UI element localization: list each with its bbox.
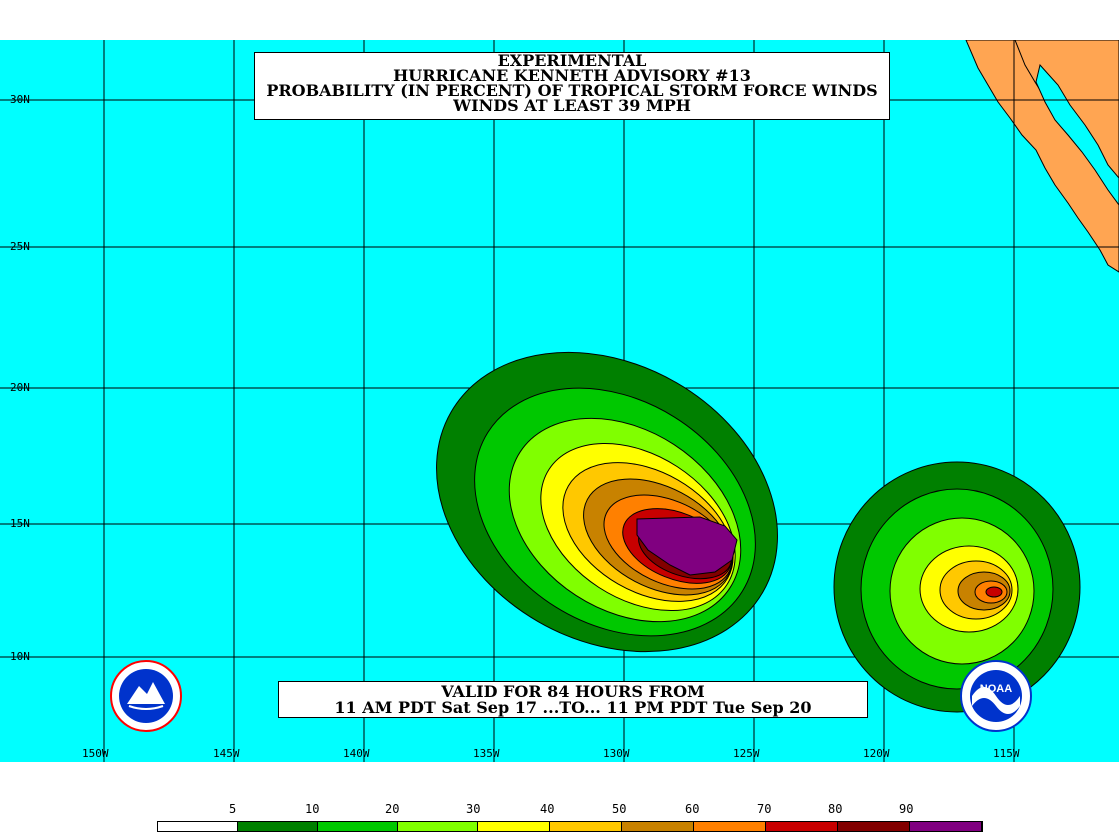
legend-color-bar: [157, 821, 983, 832]
lat-label-25n: 25N: [10, 240, 30, 253]
lon-label-130w: 130W: [603, 747, 630, 760]
legend-swatch: [766, 822, 838, 831]
lat-label-15n: 15N: [10, 517, 30, 530]
title-line-3: PROBABILITY (IN PERCENT) OF TROPICAL STO…: [266, 81, 878, 100]
legend-label-10: 10: [305, 802, 320, 816]
noaa-logo-icon: NOAA: [960, 660, 1032, 732]
lat-label-20n: 20N: [10, 381, 30, 394]
contour-90-plus: [636, 516, 738, 576]
legend-swatch: [694, 822, 766, 831]
title-line-1: EXPERIMENTAL: [497, 51, 647, 70]
lon-label-150w: 150W: [82, 747, 109, 760]
legend-swatch: [318, 822, 398, 831]
legend-swatch: [838, 822, 910, 831]
legend-swatch: [238, 822, 318, 831]
legend-label-80: 80: [828, 802, 843, 816]
legend-swatch: [622, 822, 694, 831]
legend-label-50: 50: [612, 802, 627, 816]
lon-label-115w: 115W: [993, 747, 1020, 760]
legend-label-20: 20: [385, 802, 400, 816]
lon-label-120w: 120W: [863, 747, 890, 760]
lon-label-125w: 125W: [733, 747, 760, 760]
legend-label-5: 5: [229, 802, 237, 816]
legend-swatch: [550, 822, 622, 831]
legend-label-70: 70: [757, 802, 772, 816]
legend-label-40: 40: [540, 802, 555, 816]
probability-map: [0, 40, 1119, 762]
svg-text:NOAA: NOAA: [980, 683, 1012, 695]
title-line-2: HURRICANE KENNETH ADVISORY #13: [393, 66, 751, 85]
lat-label-10n: 10N: [10, 650, 30, 663]
valid-line-1: VALID FOR 84 HOURS FROM: [441, 682, 705, 701]
legend-label-90: 90: [899, 802, 914, 816]
storm-east-contours: [833, 461, 1081, 713]
lat-label-30n: 30N: [10, 93, 30, 106]
valid-period-box: VALID FOR 84 HOURS FROM 11 AM PDT Sat Se…: [278, 681, 868, 718]
legend-swatch: [158, 822, 238, 831]
lon-label-140w: 140W: [343, 747, 370, 760]
storm-kenneth-contours: [436, 351, 778, 653]
legend-swatch: [910, 822, 982, 831]
legend-swatch: [398, 822, 478, 831]
legend-swatch: [478, 822, 550, 831]
valid-line-2: 11 AM PDT Sat Sep 17 ...TO... 11 PM PDT …: [334, 698, 812, 717]
title-box: EXPERIMENTAL HURRICANE KENNETH ADVISORY …: [254, 52, 890, 120]
legend-label-60: 60: [685, 802, 700, 816]
legend-label-30: 30: [466, 802, 481, 816]
lon-label-145w: 145W: [213, 747, 240, 760]
contour-70-80: [985, 586, 1003, 598]
nws-logo-icon: [110, 660, 182, 732]
title-line-4: WINDS AT LEAST 39 MPH: [453, 96, 691, 115]
lon-label-135w: 135W: [473, 747, 500, 760]
